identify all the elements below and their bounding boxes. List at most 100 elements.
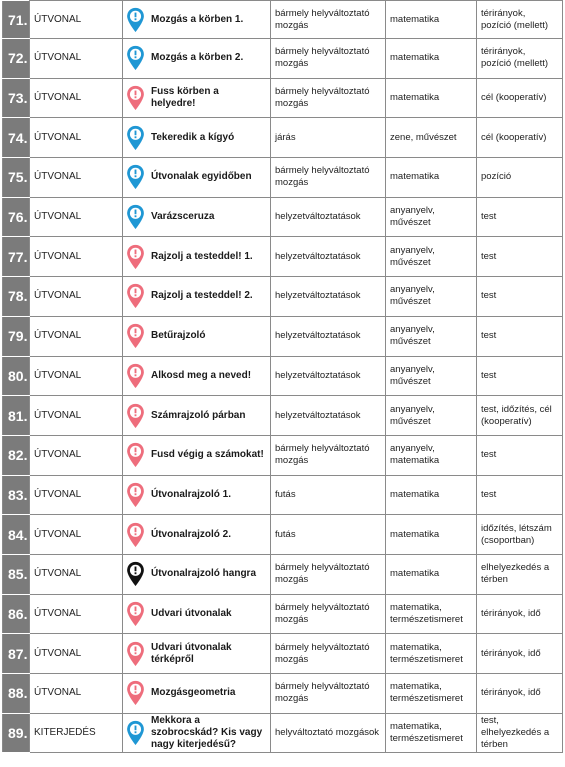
activity-title-wrap: Varázsceruza	[126, 204, 266, 230]
subject-cell: anyanyelv, művészet	[385, 276, 477, 317]
activity-title-wrap: Tekeredik a kígyó	[126, 125, 266, 151]
row-number: 74.	[2, 117, 30, 159]
blue-pin-icon	[127, 165, 144, 190]
category-cell: ÚTVONAL	[29, 38, 123, 79]
row-number: 79.	[2, 315, 30, 357]
subject-cell: zene, művészet	[385, 117, 477, 159]
table-row: 76. ÚTVONAL Varázsceruza helyzetváltoztatás…	[2, 196, 563, 238]
movement-cell: helyzetváltoztatások	[270, 276, 386, 317]
activity-title: Fusd végig a számokat!	[151, 449, 264, 461]
movement-cell: helyzetváltoztatások	[270, 395, 386, 436]
pink-pin-icon	[127, 601, 144, 627]
subject-cell: anyanyelv, művészet	[385, 395, 477, 436]
subject-cell: matematika	[385, 0, 477, 39]
activity-title: Rajzolj a testeddel! 1.	[151, 250, 253, 262]
subject-cell: anyanyelv, matematika	[385, 434, 477, 476]
table-row: 81. ÚTVONAL Számrajzoló párban helyzetválto…	[2, 395, 563, 436]
blue-pin-icon	[127, 205, 144, 230]
focus-cell: test	[476, 276, 563, 317]
activity-title-wrap: Alkosd meg a neved!	[126, 363, 266, 389]
activity-title: Mozgás a körben 2.	[151, 52, 244, 64]
table-row: 89. KITERJEDÉS Mekkora a szobrocskád? Kis …	[2, 712, 563, 754]
category-cell: ÚTVONAL	[29, 514, 123, 555]
focus-cell: térirányok, idő	[476, 633, 563, 674]
movement-cell: járás	[270, 117, 386, 159]
pink-pin-icon	[127, 482, 144, 507]
activity-cell: Udvari útvonalak térképről	[122, 633, 271, 674]
movement-cell: bármely helyváltoztató mozgás	[270, 593, 386, 635]
pink-pin-icon	[127, 284, 144, 309]
pink-pin-icon	[127, 363, 144, 388]
black-pin-icon	[127, 562, 144, 587]
table-row: 86. ÚTVONAL Udvari útvonalak bármely helyvá…	[2, 593, 563, 635]
activity-title: Számrajzoló párban	[151, 409, 246, 421]
table-row: 72. ÚTVONAL Mozgás a körben 2. bármely hely…	[2, 38, 563, 79]
category-cell: ÚTVONAL	[29, 157, 123, 198]
row-number: 80.	[2, 355, 30, 397]
subject-cell: matematika	[385, 553, 477, 595]
movement-cell: helyváltoztató mozgások	[270, 712, 386, 754]
table-row: 79. ÚTVONAL Betűrajzoló helyzetváltoztatáso…	[2, 315, 563, 357]
focus-cell: test, időzítés, cél (kooperatív)	[476, 395, 563, 436]
activity-title-wrap: Udvari útvonalak térképről	[126, 641, 266, 667]
activity-cell: Fusd végig a számokat!	[122, 434, 271, 476]
activity-title: Alkosd meg a neved!	[151, 369, 252, 381]
category-cell: ÚTVONAL	[29, 276, 123, 317]
activity-cell: Mozgás a körben 1.	[122, 0, 271, 39]
table-row: 78. ÚTVONAL Rajzolj a testeddel! 2. helyzet…	[2, 276, 563, 317]
category-cell: ÚTVONAL	[29, 673, 123, 714]
focus-cell: időzítés, létszám (csoportban)	[476, 514, 563, 555]
subject-cell: matematika, természetismeret	[385, 633, 477, 674]
activity-title: Udvari útvonalak	[151, 607, 232, 619]
pink-pin-icon	[127, 403, 144, 428]
table-row: 82. ÚTVONAL Fusd végig a számokat! bármely …	[2, 434, 563, 476]
subject-cell: matematika	[385, 38, 477, 79]
row-number: 89.	[2, 712, 30, 754]
pink-pin-icon	[127, 641, 144, 666]
activity-cell: Rajzolj a testeddel! 2.	[122, 276, 271, 317]
subject-cell: anyanyelv, művészet	[385, 315, 477, 357]
activity-title-wrap: Útvonalak egyidőben	[126, 164, 266, 190]
movement-cell: bármely helyváltoztató mozgás	[270, 553, 386, 595]
activity-cell: Mozgás a körben 2.	[122, 38, 271, 79]
focus-cell: test	[476, 196, 563, 238]
activity-cell: Számrajzoló párban	[122, 395, 271, 436]
row-number: 76.	[2, 196, 30, 238]
movement-cell: bármely helyváltoztató mozgás	[270, 633, 386, 674]
subject-cell: matematika	[385, 157, 477, 198]
activity-title: Fuss körben a helyedre!	[151, 86, 219, 110]
activity-title-wrap: Útvonalrajzoló hangra	[126, 561, 266, 587]
focus-cell: térirányok, pozíció (mellett)	[476, 0, 563, 39]
row-number: 84.	[2, 514, 30, 555]
activity-cell: Útvonalrajzoló 1.	[122, 474, 271, 516]
subject-cell: matematika, természetismeret	[385, 673, 477, 714]
movement-cell: helyzetváltoztatások	[270, 315, 386, 357]
row-number: 71.	[2, 0, 30, 39]
row-number: 75.	[2, 157, 30, 198]
pink-pin-icon	[127, 324, 144, 349]
row-number: 85.	[2, 553, 30, 595]
table-row: 77. ÚTVONAL Rajzolj a testeddel! 1. helyzet…	[2, 236, 563, 278]
subject-cell: matematika	[385, 474, 477, 516]
movement-cell: bármely helyváltoztató mozgás	[270, 157, 386, 198]
row-number: 72.	[2, 38, 30, 79]
activity-cell: Varázsceruza	[122, 196, 271, 238]
subject-cell: matematika, természetismeret	[385, 712, 477, 754]
category-cell: ÚTVONAL	[29, 434, 123, 476]
movement-cell: futás	[270, 474, 386, 516]
table-row: 85. ÚTVONAL Útvonalrajzoló hangra bármely h…	[2, 553, 563, 595]
focus-cell: térirányok, idő	[476, 673, 563, 714]
table-row: 87. ÚTVONAL Udvari útvonalak térképről bárm…	[2, 633, 563, 674]
focus-cell: test	[476, 236, 563, 278]
table-row: 83. ÚTVONAL Útvonalrajzoló 1. futás matemati…	[2, 474, 563, 516]
activity-cell: Mozgásgeometria	[122, 673, 271, 714]
movement-cell: bármely helyváltoztató mozgás	[270, 77, 386, 119]
table-body: 71. ÚTVONAL Mozgás a körben 1. bármely hely…	[2, 0, 563, 754]
activity-table: 71. ÚTVONAL Mozgás a körben 1. bármely hely…	[2, 0, 563, 754]
category-cell: ÚTVONAL	[29, 395, 123, 436]
movement-cell: bármely helyváltoztató mozgás	[270, 38, 386, 79]
subject-cell: anyanyelv, művészet	[385, 236, 477, 278]
activity-title: Tekeredik a kígyó	[151, 131, 235, 143]
table-row: 84. ÚTVONAL Útvonalrajzoló 2. futás matemati…	[2, 514, 563, 555]
category-cell: ÚTVONAL	[29, 553, 123, 595]
